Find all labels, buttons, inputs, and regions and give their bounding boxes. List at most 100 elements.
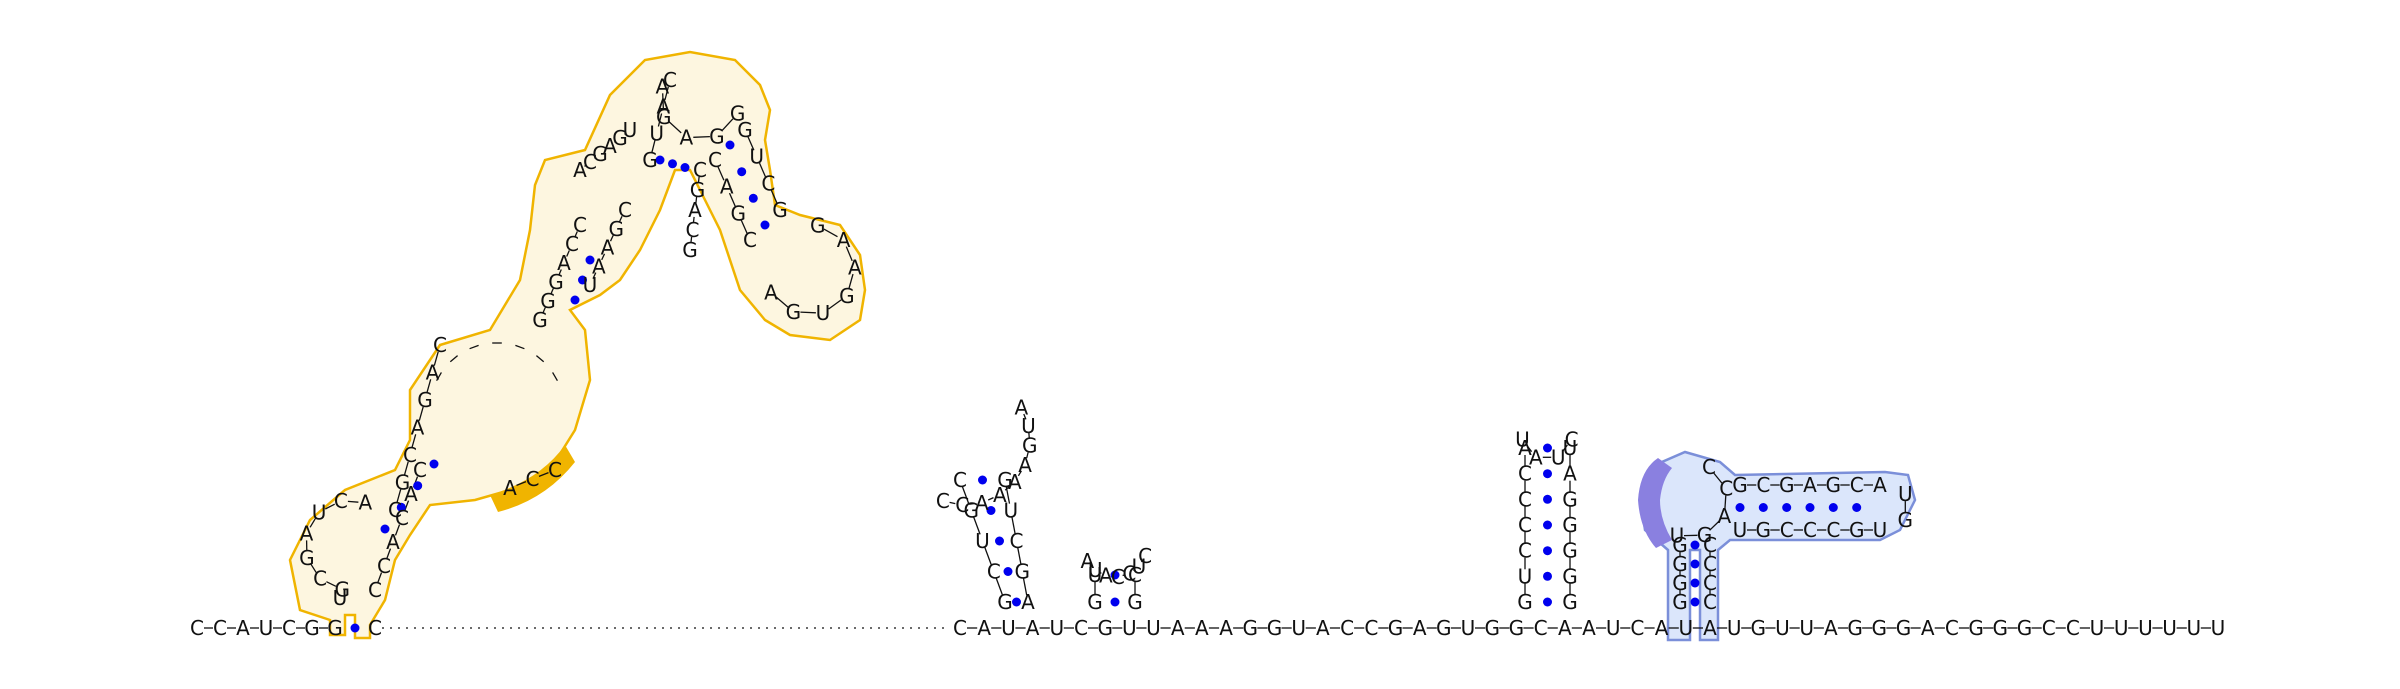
yellow-stem2-left-link — [426, 379, 432, 394]
yellow-stem3-left-link — [566, 250, 570, 257]
blue-stem-left-nucleotide: G — [1672, 533, 1688, 557]
hairpin-a-left-link — [984, 547, 992, 566]
hairpin-a-loop-nucleotide: C — [955, 493, 969, 517]
blue-hairpin-bottom-nucleotide: U — [1733, 518, 1748, 542]
yellow-stem4-right-nucleotide: G — [682, 238, 698, 262]
blue-hairpin-top-nucleotide: C — [1756, 473, 1770, 497]
yellow-stem3-right-nucleotide: U — [583, 273, 598, 297]
hairpin-b-loop-link — [1140, 559, 1144, 563]
blue-loop-link — [1712, 472, 1723, 484]
backbone-right-nucleotide: U — [1461, 616, 1476, 640]
hairpin-b-loop-link — [1122, 574, 1125, 577]
base-pair-dot — [585, 255, 595, 265]
hairpin-a-loop-nucleotide: A — [993, 483, 1007, 507]
backbone-right-nucleotide: U — [2114, 616, 2129, 640]
base-pair-dot — [1758, 503, 1768, 512]
yellow-multiloop-left-nucleotide: A — [300, 521, 314, 545]
hairpin-a-loop-nucleotide: G — [1022, 434, 1038, 458]
backbone-right-nucleotide: C — [953, 616, 967, 640]
blue-highlight-arc — [1638, 458, 1672, 548]
backbone-right-nucleotide: U — [2138, 616, 2153, 640]
yellow-stem4-right-nucleotide: G — [690, 178, 706, 202]
yellow-stem2-left-nucleotide: C — [403, 443, 417, 467]
hairpin-c-loop-nucleotide: U — [1515, 427, 1530, 451]
base-pair-dot — [760, 220, 770, 230]
hairpin-c-left-nucleotide: C — [1518, 539, 1532, 563]
blue-loop-link — [1724, 495, 1727, 510]
base-pair-dot — [1003, 567, 1013, 576]
backbone-left-nucleotide: A — [236, 616, 250, 640]
yellow-apical-loop-nucleotide: G — [656, 105, 672, 129]
hairpin-a-left-link — [995, 577, 1004, 596]
backbone-right-nucleotide: A — [1558, 616, 1572, 640]
yellow-apical-left-nucleotide: G — [642, 148, 658, 172]
yellow-stem4-left-link — [594, 157, 596, 159]
blue-loop-nucleotide: C — [1719, 477, 1733, 501]
blue-hairpin-bottom-nucleotide: C — [1826, 518, 1840, 542]
yellow-apical-left-nucleotide: A — [656, 95, 670, 119]
yellow-internal-loop-link — [538, 471, 549, 478]
hairpin-a-right-nucleotide: C — [1010, 529, 1024, 553]
backbone-right-nucleotide: G — [1872, 616, 1888, 640]
base-pair-dot — [1543, 469, 1552, 479]
yellow-multiloop-left-nucleotide: C — [334, 489, 348, 513]
hairpin-b-loop-nucleotide: U — [1088, 558, 1103, 582]
backbone-right-nucleotide: C — [1074, 616, 1088, 640]
backbone-right-nucleotide: G — [1267, 616, 1283, 640]
base-pair-layer — [350, 140, 1862, 633]
backbone-right-nucleotide: U — [1146, 616, 1161, 640]
yellow-stem5-loop-link — [845, 246, 853, 262]
yellow-multiloop-left-link — [310, 563, 317, 574]
blue-stem-right-nucleotide: C — [1703, 552, 1717, 576]
hairpin-c-loop-nucleotide: A — [1529, 445, 1543, 469]
yellow-stem5-left-nucleotide: G — [772, 198, 788, 222]
yellow-apical-left-link — [664, 86, 669, 101]
yellow-stem5-loop-link — [823, 228, 838, 238]
base-pair-dot — [680, 163, 690, 172]
backbone-left-nucleotide: G — [304, 616, 320, 640]
yellow-big-loop-link — [469, 344, 479, 350]
yellow-stem5-left-nucleotide: G — [737, 118, 753, 142]
backbone-right-nucleotide: C — [1534, 616, 1548, 640]
yellow-big-loop-link — [449, 355, 459, 363]
blue-hairpin-bottom-nucleotide: G — [1756, 518, 1772, 542]
yellow-stem5-loop-link — [848, 273, 854, 290]
hairpin-c-left-nucleotide: C — [1518, 513, 1532, 537]
hairpin-c-right-nucleotide: A — [1563, 462, 1577, 486]
base-pair-dot — [737, 167, 747, 177]
hairpin-a-loop-link — [949, 501, 956, 505]
backbone-right-nucleotide: A — [1316, 616, 1330, 640]
yellow-stem2-left-link — [411, 434, 417, 449]
yellow-stem5-left-nucleotide: U — [749, 145, 764, 169]
hairpin-c-right-nucleotide: G — [1562, 590, 1578, 614]
base-pair-dot — [1690, 559, 1700, 569]
yellow-big-loop-link — [436, 372, 442, 382]
yellow-stem2-right-nucleotide: A — [404, 482, 418, 506]
base-pair-dot — [1690, 597, 1700, 607]
yellow-stem5-left-link — [758, 162, 767, 178]
base-pair-dot — [1690, 540, 1700, 550]
yellow-stem3-right-link — [609, 234, 614, 242]
hairpin-a-left-nucleotide: U — [975, 529, 990, 553]
yellow-big-loop-link — [515, 344, 525, 350]
base-pair-dot — [429, 459, 439, 469]
backbone-right-nucleotide: A — [1026, 616, 1040, 640]
yellow-stem3-left-nucleotide: A — [557, 251, 571, 275]
blue-hairpin-top-nucleotide: G — [1779, 473, 1795, 497]
backbone-right-nucleotide: U — [1049, 616, 1064, 640]
backbone-right-nucleotide: A — [1413, 616, 1427, 640]
yellow-apical-left-nucleotide: U — [649, 121, 664, 145]
yellow-stem2-right-nucleotide: C — [395, 506, 409, 530]
yellow-stem3-left-link — [558, 269, 562, 276]
yellow-big-loop-link — [552, 372, 558, 382]
yellow-stem2-right-nucleotide: C — [377, 554, 391, 578]
hairpin-a-right-link — [1017, 547, 1022, 565]
base-pair-dot — [1543, 443, 1552, 453]
yellow-stem5-left-link — [747, 136, 755, 151]
hairpin-b-loop-link — [1132, 568, 1136, 572]
yellow-stem5-left-link — [770, 189, 778, 204]
hairpin-c-loop-link — [1561, 444, 1568, 453]
blue-loop-nucleotide: A — [1718, 504, 1732, 528]
